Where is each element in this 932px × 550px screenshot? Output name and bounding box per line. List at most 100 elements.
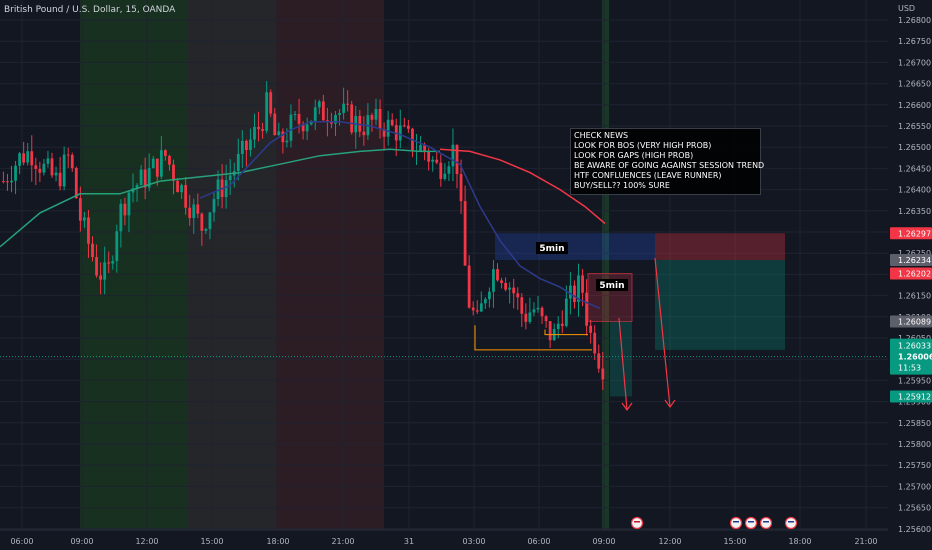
price-axis[interactable]: USD 1.26800 1.26750 1.26700 1.26650 1.26600 1.… xyxy=(888,0,932,550)
candle-body xyxy=(228,175,232,181)
candle-body xyxy=(536,307,540,310)
candle-body xyxy=(58,172,62,187)
price-label: 1.26089 xyxy=(898,317,931,326)
candle-body xyxy=(34,165,38,169)
candle-body xyxy=(42,163,46,173)
prev-price-label: 1.26033 xyxy=(898,342,931,351)
uk-flag-icon-mark xyxy=(634,521,640,523)
candle-body xyxy=(342,103,345,113)
axis-tick-label: 1.26150 xyxy=(898,292,931,301)
candle-body xyxy=(564,298,568,326)
candle-body xyxy=(358,115,362,132)
note-line: BE AWARE OF GOING AGAINST SESSION TREND xyxy=(574,161,765,170)
candle-body xyxy=(305,124,309,132)
us-flag-icon-mark xyxy=(748,521,754,523)
candle-body xyxy=(382,128,386,137)
candle-body xyxy=(293,114,297,116)
candle-body xyxy=(14,165,17,181)
note-line: LOOK FOR GAPS (HIGH PROB) xyxy=(574,151,694,160)
candles xyxy=(2,81,605,391)
candle-body xyxy=(520,297,524,314)
candle-body xyxy=(261,129,264,131)
session-bg-current xyxy=(602,0,609,530)
arrow-head xyxy=(664,399,676,409)
price-label: 1.26202 xyxy=(898,270,931,279)
zone-label: 5min xyxy=(539,244,564,254)
candle-body xyxy=(301,123,305,132)
candle-body xyxy=(245,140,248,151)
target-zone-green xyxy=(655,259,785,350)
candle-body xyxy=(532,309,536,313)
note-line: HTF CONFLUENCES (LEAVE RUNNER) xyxy=(574,171,722,180)
trade-zones xyxy=(495,233,785,397)
arrow-head xyxy=(621,402,633,412)
candle-body xyxy=(277,131,281,136)
us-flag-icon[interactable] xyxy=(744,516,758,530)
time-axis[interactable]: 06:00 09:00 12:00 15:00 18:00 21:00 31 03:00 06:… xyxy=(0,516,888,547)
candle-body xyxy=(475,310,479,312)
price-label-bg xyxy=(890,227,932,240)
candle-body xyxy=(10,180,13,183)
candle-body xyxy=(99,275,102,280)
candle-body xyxy=(338,112,341,115)
note-line: LOOK FOR BOS (VERY HIGH PROB) xyxy=(574,141,712,150)
candle-body xyxy=(95,257,98,276)
candle-body xyxy=(236,154,240,172)
price-label: 1.25912 xyxy=(898,393,931,402)
candle-body xyxy=(2,181,5,183)
moving-averages xyxy=(0,121,606,309)
strategy-note[interactable]: CHECK NEWS LOOK FOR BOS (VERY HIGH PROB)… xyxy=(570,128,765,195)
candle-body xyxy=(200,213,204,231)
current-price-badge xyxy=(890,338,932,375)
candle-body xyxy=(330,121,333,124)
session-bg-newyork xyxy=(276,0,384,530)
us-flag-icon-mark xyxy=(788,521,794,523)
us-flag-icon[interactable] xyxy=(759,516,773,530)
price-label: 1.26234 xyxy=(898,256,931,265)
liquidity-line xyxy=(474,325,592,351)
candle-body xyxy=(297,114,301,124)
candle-body xyxy=(447,166,451,174)
candle-body xyxy=(143,169,147,188)
candle-body xyxy=(378,108,382,129)
candle-body xyxy=(26,151,30,163)
candle-body xyxy=(346,103,350,105)
candle-body xyxy=(66,154,70,156)
time-tick-label: 15:00 xyxy=(723,537,746,546)
candle-body xyxy=(459,174,463,202)
ema-medium-line xyxy=(0,148,440,248)
grid xyxy=(0,0,888,530)
candle-body xyxy=(524,313,528,322)
uk-flag-icon[interactable] xyxy=(630,516,644,530)
axis-tick-label: 1.26250 xyxy=(898,249,931,258)
candle-body xyxy=(597,353,601,369)
zone-5min-blue xyxy=(495,233,655,260)
candle-body xyxy=(334,114,337,124)
candle-body xyxy=(313,107,317,121)
candle-body xyxy=(103,262,107,280)
candle-body xyxy=(577,275,580,302)
us-flag-icon-mark xyxy=(733,521,739,523)
candle-body xyxy=(257,126,260,130)
time-tick-label: 06:00 xyxy=(10,537,33,546)
candle-body xyxy=(362,131,366,136)
candle-body xyxy=(285,140,289,143)
candle-body xyxy=(46,158,50,164)
candle-body xyxy=(593,332,597,354)
candle-body xyxy=(224,180,228,198)
zone-label: 5min xyxy=(599,281,624,291)
candle-body xyxy=(317,101,321,108)
candle-body xyxy=(155,158,159,177)
candle-body xyxy=(38,168,42,173)
candle-body xyxy=(147,168,151,188)
candle-body xyxy=(435,159,439,163)
us-flag-icon[interactable] xyxy=(729,516,743,530)
candle-body xyxy=(30,151,34,166)
us-flag-icon[interactable] xyxy=(784,516,798,530)
candle-body xyxy=(402,125,406,127)
candle-body xyxy=(589,325,593,333)
candle-body xyxy=(265,92,269,131)
candle-body xyxy=(212,199,216,213)
